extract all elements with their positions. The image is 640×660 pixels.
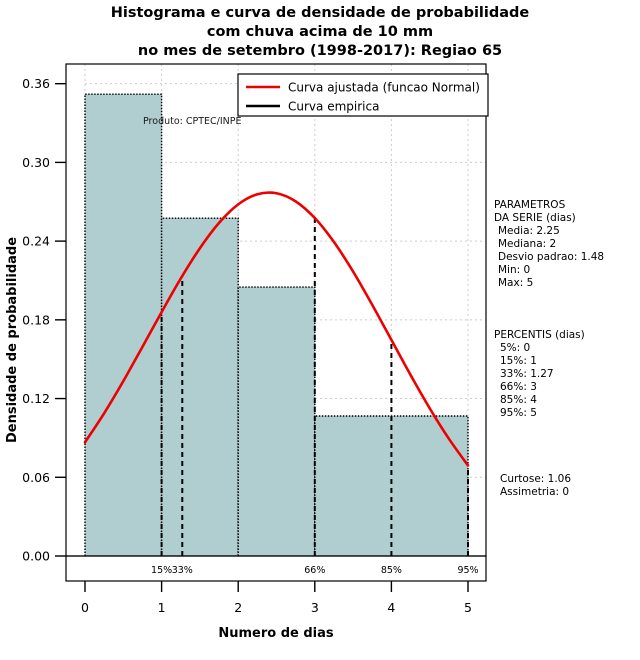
y-tick-label: 0.06 bbox=[22, 470, 50, 485]
percentile-axis-label: 66% bbox=[304, 565, 325, 576]
percentile-axis-label: 33% bbox=[172, 565, 193, 576]
fitted-normal-curve bbox=[83, 191, 470, 467]
percentile-axis-label: 15% bbox=[151, 565, 172, 576]
parameters-heading: PARAMETROS bbox=[494, 199, 566, 211]
histogram-bar bbox=[314, 416, 468, 556]
x-tick-label: 3 bbox=[311, 600, 319, 615]
y-tick-label: 0.36 bbox=[22, 76, 50, 91]
watermark-label: Produto: CPTEC/INPE bbox=[143, 116, 242, 127]
y-axis: 0.00 0.06 0.12 0.18 0.24 0.30 0.36 bbox=[22, 76, 66, 564]
histogram-bar bbox=[238, 287, 315, 556]
shape-stat-row: Curtose: 1.06 bbox=[500, 473, 571, 485]
parameter-row: Media: 2.25 bbox=[498, 225, 560, 237]
y-tick-label: 0.00 bbox=[22, 549, 50, 564]
percentil-row: 5%: 0 bbox=[500, 342, 530, 354]
parameter-row: Max: 5 bbox=[498, 277, 533, 289]
y-tick-label: 0.12 bbox=[22, 391, 50, 406]
plot-frame bbox=[65, 63, 487, 582]
page-title: Histograma e curva de densidade de proba… bbox=[0, 4, 640, 61]
percentis-heading: PERCENTIS (dias) bbox=[494, 329, 585, 341]
percentil-row: 33%: 1.27 bbox=[500, 368, 554, 380]
percentil-row: 95%: 5 bbox=[500, 407, 537, 419]
percentile-markers bbox=[160, 218, 469, 556]
parameters-heading: DA SERIE (dias) bbox=[494, 212, 576, 224]
x-tick-label: 1 bbox=[158, 600, 166, 615]
y-tick-label: 0.18 bbox=[22, 312, 50, 327]
legend-item-label: Curva empirica bbox=[288, 100, 379, 114]
y-tick-label: 0.30 bbox=[22, 155, 50, 170]
percentile-axis-label: 85% bbox=[381, 565, 402, 576]
percentil-row: 85%: 4 bbox=[500, 394, 537, 406]
x-axis: 0 1 2 3 4 5 bbox=[81, 581, 472, 615]
histogram-bar bbox=[161, 218, 239, 556]
parameter-row: Min: 0 bbox=[498, 264, 530, 276]
legend-item-label: Curva ajustada (funcao Normal) bbox=[288, 81, 480, 95]
percentil-row: 66%: 3 bbox=[500, 381, 537, 393]
x-tick-label: 0 bbox=[81, 600, 89, 615]
percentile-axis-labels: 15% 33% 66% 85% 95% bbox=[151, 565, 479, 576]
x-axis-title: Numero de dias bbox=[218, 626, 334, 641]
x-tick-label: 2 bbox=[234, 600, 242, 615]
parameter-row: Desvio padrao: 1.48 bbox=[498, 251, 604, 263]
parameter-row: Mediana: 2 bbox=[498, 238, 556, 250]
fitted-curve bbox=[83, 191, 470, 467]
percentile-axis-label: 95% bbox=[457, 565, 478, 576]
x-tick-label: 5 bbox=[464, 600, 472, 615]
percentil-row: 15%: 1 bbox=[500, 355, 537, 367]
legend: Curva ajustada (funcao Normal) Curva empi… bbox=[237, 73, 489, 117]
y-tick-label: 0.24 bbox=[22, 234, 50, 249]
histogram-bar bbox=[85, 94, 162, 557]
title-line-1: Histograma e curva de densidade de proba… bbox=[110, 5, 530, 21]
histogram-bars bbox=[84, 93, 469, 557]
title-line-3: no mes de setembro (1998-2017): Regiao 6… bbox=[137, 43, 503, 59]
x-tick-label: 4 bbox=[387, 600, 395, 615]
shape-stat-row: Assimetria: 0 bbox=[500, 486, 569, 498]
title-line-2: com chuva acima de 10 mm bbox=[206, 24, 434, 40]
y-axis-title: Densidade de probabilidade bbox=[5, 237, 20, 443]
